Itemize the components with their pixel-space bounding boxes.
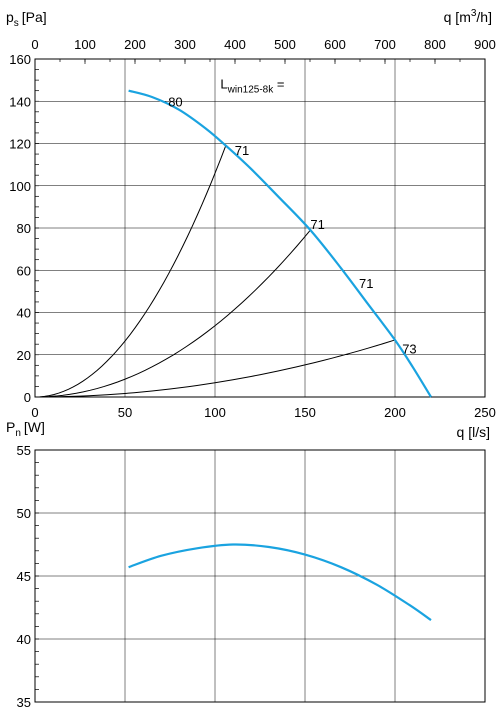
top-x2-axis-prefix: q [m <box>444 9 471 25</box>
fan-pressure-curve <box>128 89 432 398</box>
bottom-y-tick-label: 35 <box>17 695 31 710</box>
x2-tick-label: 700 <box>374 37 396 52</box>
x-tick-label: 50 <box>118 405 132 420</box>
sound-level-label: 80 <box>168 94 182 109</box>
sound-level-label: 71 <box>235 143 249 158</box>
system-curve <box>34 339 396 398</box>
bottom-y-tick-label: 45 <box>17 569 31 584</box>
top-x2-axis-superscript: 3 <box>471 8 477 19</box>
bottom-chart-grid <box>34 449 486 703</box>
x-tick-label: 100 <box>204 405 226 420</box>
x2-tick-label: 800 <box>424 37 446 52</box>
top-chart-grid <box>34 58 486 398</box>
top-y-tick-label: 120 <box>9 137 31 152</box>
top-y-tick-label: 160 <box>9 52 31 67</box>
top-x2-axis-title: q [m3/h] <box>444 8 492 25</box>
system-curve <box>34 145 227 398</box>
power-curve <box>128 543 432 622</box>
sound-level-annotation: Lwin125-8k = <box>220 77 284 96</box>
annotation-symbol: L <box>220 77 227 92</box>
x2-tick-label: 0 <box>31 37 38 52</box>
top-y-axis-subscript: s <box>14 18 19 29</box>
top-y-tick-label: 140 <box>9 94 31 109</box>
top-x2-axis-suffix: /h] <box>476 9 492 25</box>
top-y-tick-label: 20 <box>17 348 31 363</box>
x2-tick-label: 100 <box>74 37 96 52</box>
bottom-chart-tick-labels: 35 40 45 50 55 <box>17 443 31 710</box>
bottom-y-axis-title: Pn [W] <box>6 419 45 439</box>
bottom-y-axis-unit: [W] <box>24 419 45 435</box>
top-y-tick-label: 40 <box>17 306 31 321</box>
x2-tick-label: 400 <box>224 37 246 52</box>
sound-level-label: 71 <box>359 276 373 291</box>
x2-tick-label: 500 <box>274 37 296 52</box>
x2-tick-label: 300 <box>174 37 196 52</box>
top-chart-series <box>34 89 432 398</box>
system-curve <box>34 229 311 398</box>
top-y-tick-label: 0 <box>24 390 31 405</box>
x2-tick-label: 200 <box>124 37 146 52</box>
bottom-y-axis-symbol: P <box>6 419 15 435</box>
x-tick-label: 250 <box>474 405 496 420</box>
top-y-tick-label: 100 <box>9 179 31 194</box>
top-y-axis-symbol: p <box>6 9 14 25</box>
x2-tick-label: 600 <box>324 37 346 52</box>
top-y-axis-unit: [Pa] <box>22 9 47 25</box>
top-plot-frame <box>34 58 486 398</box>
bottom-y-axis-subscript: n <box>15 428 21 439</box>
bottom-y-tick-label: 40 <box>17 632 31 647</box>
bottom-y-tick-label: 55 <box>17 443 31 458</box>
top-y-tick-label: 80 <box>17 221 31 236</box>
bottom-chart-series <box>128 543 432 622</box>
annotation-subscript: win125-8k <box>227 85 275 96</box>
x-tick-label: 200 <box>384 405 406 420</box>
x-axis-title: q [l/s] <box>457 424 490 440</box>
annotation-suffix: = <box>273 77 284 92</box>
sound-level-label: 71 <box>310 217 324 232</box>
top-y-tick-label: 60 <box>17 263 31 278</box>
bottom-plot-frame <box>34 449 486 703</box>
x-tick-label: 0 <box>31 405 38 420</box>
bottom-y-tick-label: 50 <box>17 506 31 521</box>
x2-tick-label: 900 <box>474 37 496 52</box>
x-tick-label: 150 <box>294 405 316 420</box>
sound-level-label: 73 <box>402 341 416 356</box>
top-y-axis-title: ps [Pa] <box>6 9 47 29</box>
top-chart-sound-labels: 80 71 71 71 73 <box>168 94 416 356</box>
